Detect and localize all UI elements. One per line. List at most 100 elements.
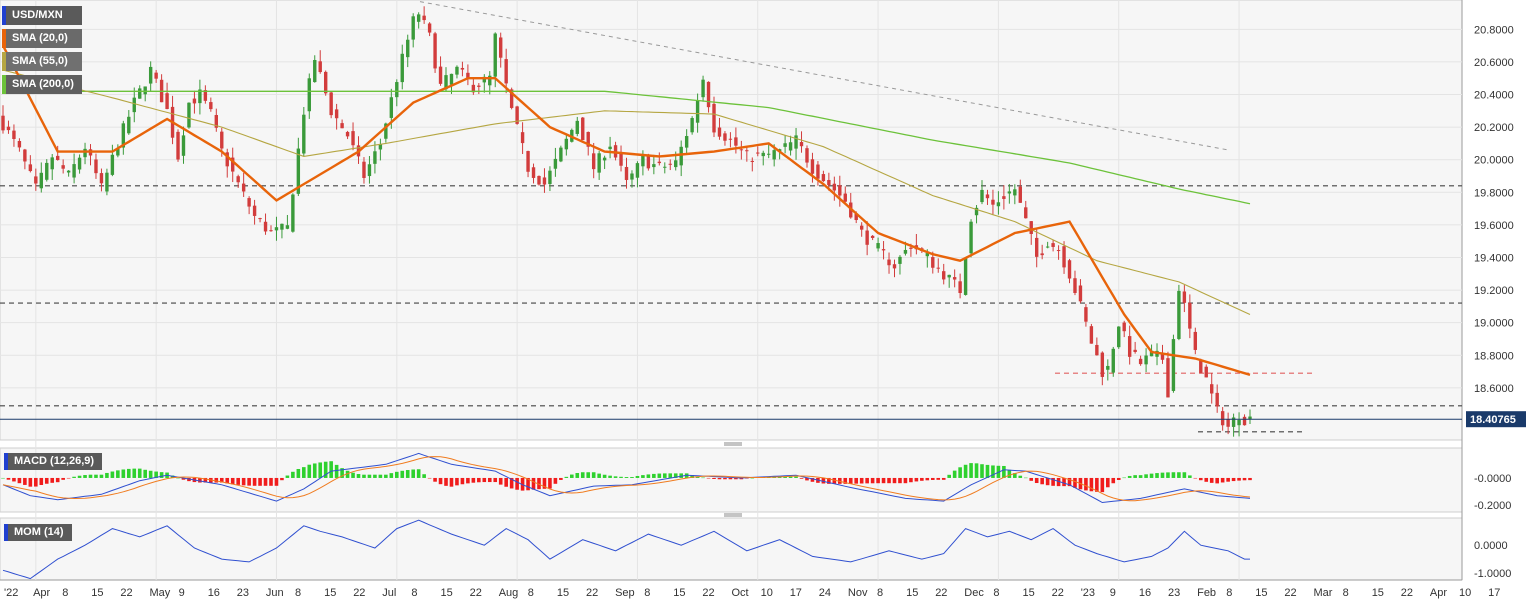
- y-tick-label: 18.6000: [1474, 383, 1514, 395]
- candle-body: [1210, 384, 1214, 394]
- candle-body: [963, 258, 968, 295]
- candle-body: [1013, 189, 1017, 196]
- x-tick-label: 22: [1284, 587, 1296, 599]
- macd-bar: [23, 477, 27, 485]
- sma20-line: [1, 45, 1251, 376]
- candle-body: [827, 179, 831, 186]
- macd-bar: [531, 477, 536, 490]
- macd-bar: [312, 463, 317, 478]
- candle-body: [455, 66, 459, 75]
- macd-histogram: [1, 461, 1252, 493]
- candle-body: [23, 149, 27, 162]
- sma55-legend[interactable]: SMA (55,0): [2, 52, 82, 71]
- candle-body: [296, 148, 301, 194]
- candle-body: [1166, 358, 1170, 398]
- candle-body: [1062, 246, 1066, 268]
- macd-y-tick-label: -0.2000: [1474, 500, 1511, 512]
- candle-body: [865, 230, 869, 245]
- macd-bar: [258, 477, 262, 486]
- symbol-legend[interactable]: USD/MXN: [2, 6, 82, 25]
- x-tick-label: 8: [411, 587, 417, 599]
- macd-bar: [285, 475, 290, 478]
- candle-body: [832, 183, 837, 191]
- macd-bar: [1018, 475, 1023, 478]
- x-tick-label: Sep: [615, 587, 635, 599]
- macd-bar: [230, 477, 235, 485]
- candle-body: [816, 164, 820, 179]
- candle-body: [94, 159, 98, 174]
- x-tick-label: 8: [644, 587, 650, 599]
- candle-body: [165, 93, 169, 110]
- macd-bar: [17, 477, 22, 484]
- macd-bar: [1007, 469, 1012, 478]
- x-tick-label: 23: [1168, 587, 1180, 599]
- candle-body: [575, 120, 579, 134]
- candle-body: [1002, 196, 1006, 199]
- macd-bar: [673, 473, 678, 478]
- candle-body: [788, 142, 793, 151]
- macd-bar: [695, 476, 700, 478]
- candle-body: [482, 76, 486, 83]
- candle-body: [701, 79, 705, 98]
- macd-bar: [61, 477, 65, 480]
- macd-bar: [170, 475, 175, 478]
- candle-body: [909, 247, 913, 249]
- mom-legend[interactable]: MOM (14): [4, 524, 72, 541]
- candle-body: [887, 259, 891, 266]
- macd-bar: [1237, 477, 1241, 481]
- macd-bar: [466, 477, 470, 484]
- candle-body: [767, 153, 771, 155]
- macd-bar: [438, 477, 443, 485]
- x-tick-label: 22: [120, 587, 132, 599]
- macd-bar: [662, 473, 667, 478]
- candle-body: [340, 123, 344, 129]
- macd-bar: [985, 464, 990, 478]
- x-tick-label: 8: [528, 587, 534, 599]
- macd-bar: [487, 477, 492, 483]
- candle-body: [225, 152, 229, 167]
- macd-bar: [914, 477, 919, 482]
- macd-bar: [542, 477, 547, 489]
- macd-bar: [477, 477, 481, 483]
- macd-bar: [805, 477, 809, 481]
- candle-body: [1056, 250, 1061, 252]
- x-tick-label: '23: [1081, 587, 1095, 599]
- macd-bar: [750, 477, 755, 479]
- candle-body: [471, 84, 476, 93]
- macd-bar: [1220, 477, 1225, 483]
- candle-body: [105, 172, 109, 192]
- macd-bar: [323, 461, 328, 478]
- candle-body: [285, 225, 290, 229]
- x-tick-label: 10: [1459, 587, 1471, 599]
- candle-body: [6, 126, 11, 131]
- candle-body: [416, 14, 421, 22]
- candle-body: [553, 158, 558, 169]
- macd-legend[interactable]: MACD (12,26,9): [4, 453, 103, 470]
- x-tick-label: Mar: [1314, 587, 1333, 599]
- candle-body: [66, 170, 71, 173]
- candle-body: [77, 157, 82, 170]
- candle-body: [624, 166, 629, 180]
- macd-bar: [1144, 474, 1148, 478]
- candle-body: [45, 162, 49, 180]
- macd-bar: [433, 477, 437, 482]
- macd-bar: [739, 477, 744, 480]
- candle-body: [61, 165, 65, 169]
- macd-y-tick-label: -0.0000: [1474, 473, 1511, 485]
- candle-body: [1117, 326, 1121, 348]
- sma200-legend[interactable]: SMA (200,0): [2, 75, 82, 94]
- candle-body: [509, 89, 514, 108]
- candle-body: [958, 281, 962, 294]
- macd-bar: [126, 468, 131, 478]
- macd-bar: [1073, 477, 1077, 488]
- macd-bar: [389, 473, 394, 478]
- sma20-legend[interactable]: SMA (20,0): [2, 29, 82, 48]
- x-tick-label: 15: [1023, 587, 1035, 599]
- candle-body: [460, 67, 465, 70]
- macd-bar: [553, 477, 558, 484]
- macd-bar: [1171, 472, 1176, 478]
- y-tick-label: 19.6000: [1474, 220, 1514, 232]
- candle-body: [269, 230, 273, 232]
- macd-bar: [788, 476, 793, 478]
